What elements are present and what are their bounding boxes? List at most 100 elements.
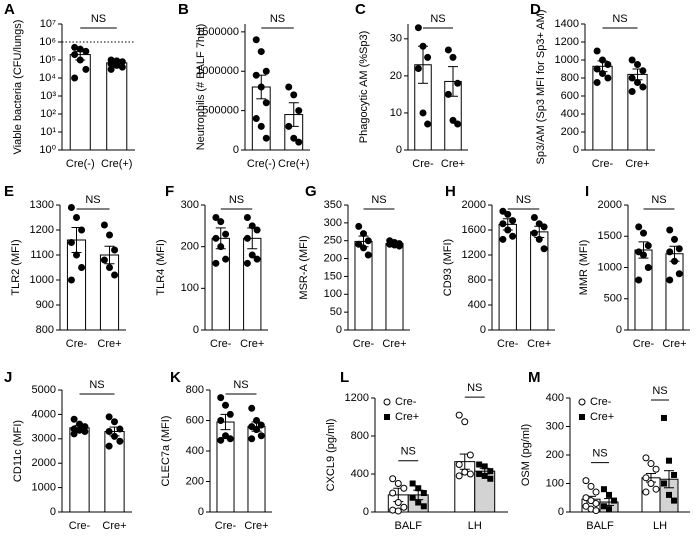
significance-label: NS <box>85 194 100 206</box>
y-tick-label: 1200 <box>462 249 486 261</box>
x-tick-label: Cre+ <box>527 338 551 350</box>
data-point <box>394 480 402 487</box>
data-point <box>105 442 113 450</box>
y-tick-label: 100 <box>324 288 342 300</box>
bar <box>665 253 684 331</box>
data-point <box>73 251 80 259</box>
data-point <box>635 223 643 231</box>
data-point <box>449 53 457 61</box>
data-point <box>222 401 229 409</box>
data-point <box>530 229 538 237</box>
data-point <box>587 497 595 505</box>
y-tick-label: 300 <box>324 217 342 229</box>
data-point <box>262 67 270 75</box>
data-point <box>415 485 422 492</box>
data-point <box>639 83 647 91</box>
y-tick-label: 1000 <box>30 274 54 286</box>
y-tick-label: 0 <box>193 324 199 336</box>
x-tick-label: Cre(+) <box>278 158 309 170</box>
data-point <box>111 271 119 279</box>
data-point <box>217 218 225 226</box>
data-point <box>253 426 260 434</box>
y-tick-label: 10⁷ <box>40 18 56 30</box>
x-tick-label: Cre- <box>66 338 88 350</box>
y-tick-label: 0 <box>336 324 342 336</box>
y-tick-label: 1600 <box>462 224 486 236</box>
y-tick-label: 200 <box>181 241 199 253</box>
data-point <box>248 251 256 259</box>
data-point <box>106 231 113 239</box>
y-tick-label: 10 <box>390 107 402 119</box>
panel-letter: C <box>355 1 366 18</box>
y-tick-label: 200 <box>186 475 204 487</box>
x-tick-label: LH <box>653 520 667 532</box>
data-point <box>257 83 265 91</box>
data-point <box>400 503 408 511</box>
data-point <box>642 474 650 482</box>
y-tick-label: 300 <box>546 420 564 432</box>
data-point <box>226 435 234 443</box>
bar <box>106 62 128 151</box>
y-tick-label: 800 <box>186 384 204 396</box>
x-tick-label: Cre- <box>69 520 91 532</box>
x-tick-label: Cre+ <box>662 338 686 350</box>
data-point <box>222 230 230 238</box>
y-tick-label: 1100 <box>30 249 54 261</box>
panel-letter: M <box>528 369 541 386</box>
data-point <box>671 257 678 265</box>
data-point <box>635 276 643 284</box>
data-point <box>355 222 363 230</box>
x-tick-label: Cre+ <box>244 520 268 532</box>
y-tick-label: 0 <box>198 506 204 518</box>
data-point <box>535 220 543 228</box>
data-point <box>540 245 548 253</box>
data-point <box>481 472 488 479</box>
data-point <box>481 463 488 470</box>
y-tick-label: 1200 <box>30 224 54 236</box>
significance-label: NS <box>651 194 666 206</box>
data-point <box>217 436 225 444</box>
y-tick-label: 800 <box>561 72 579 84</box>
data-point <box>355 240 363 248</box>
y-tick-label: 10³ <box>40 90 56 102</box>
legend-marker <box>579 414 585 420</box>
data-point <box>262 99 270 107</box>
y-axis-label: OSM (pg/ml) <box>520 424 532 486</box>
data-point <box>592 499 600 507</box>
significance-label: NS <box>612 13 627 25</box>
data-point <box>444 90 452 98</box>
y-tick-label: 30 <box>390 33 402 45</box>
data-point <box>466 470 474 478</box>
panel-letter: L <box>340 369 349 386</box>
data-point <box>671 471 678 478</box>
y-tick-label: 200 <box>546 449 564 461</box>
significance-label: NS <box>91 13 106 25</box>
significance-label: NS <box>430 13 445 25</box>
x-tick-label: Cre- <box>633 338 655 350</box>
data-point <box>644 264 652 271</box>
data-point <box>419 42 427 50</box>
x-tick-label: Cre- <box>592 158 614 170</box>
y-axis-label: CXCL9 (pg/ml) <box>325 419 337 492</box>
data-point <box>82 47 90 55</box>
data-point <box>285 122 293 130</box>
data-point <box>640 229 647 237</box>
data-point <box>640 251 647 259</box>
y-axis-label: Phagocytic AM (%Sp3) <box>358 31 370 144</box>
data-point <box>582 502 590 510</box>
data-point <box>389 506 397 514</box>
data-point <box>70 430 78 438</box>
data-point <box>604 61 612 68</box>
y-tick-label: 400 <box>546 392 564 404</box>
panel-letter: G <box>305 183 317 200</box>
data-point <box>100 221 108 229</box>
data-point <box>76 56 84 64</box>
y-tick-label: 1400 <box>555 18 579 30</box>
data-point <box>499 220 507 228</box>
data-point <box>253 417 260 424</box>
x-tick-label: Cre+ <box>441 158 465 170</box>
data-point <box>449 116 457 124</box>
panel-letter: J <box>4 369 12 386</box>
data-point <box>111 246 119 254</box>
data-point <box>113 61 121 69</box>
